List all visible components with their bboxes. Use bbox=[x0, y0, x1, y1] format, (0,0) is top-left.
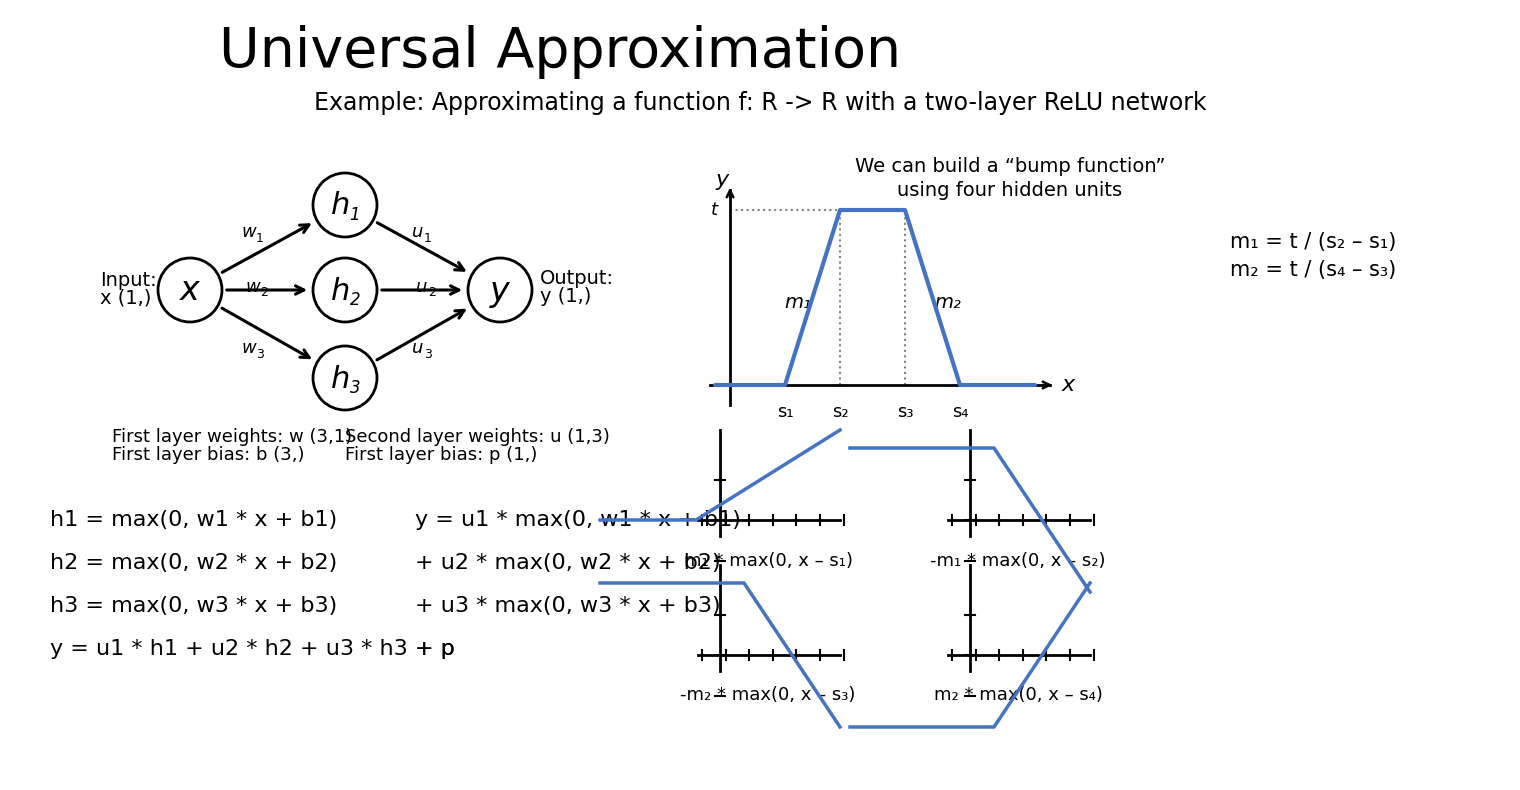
Text: m₁ * max(0, x – s₁): m₁ * max(0, x – s₁) bbox=[684, 551, 853, 570]
Text: h1 = max(0, w1 * x + b1): h1 = max(0, w1 * x + b1) bbox=[50, 510, 337, 530]
Text: x: x bbox=[181, 274, 199, 307]
Text: 2: 2 bbox=[350, 291, 360, 309]
Text: s₃: s₃ bbox=[897, 403, 914, 421]
Text: 2: 2 bbox=[260, 287, 268, 299]
Text: h: h bbox=[331, 364, 351, 393]
Text: m₂: m₂ bbox=[935, 293, 961, 312]
Text: s₁: s₁ bbox=[777, 403, 793, 421]
Text: y: y bbox=[716, 170, 728, 190]
Text: s₄: s₄ bbox=[952, 403, 968, 421]
Text: m₂ = t / (s₄ – s₃): m₂ = t / (s₄ – s₃) bbox=[1230, 260, 1397, 280]
Text: + u2 * max(0, w2 * x + b2): + u2 * max(0, w2 * x + b2) bbox=[415, 553, 720, 573]
Text: h: h bbox=[331, 276, 351, 306]
Text: s₂: s₂ bbox=[831, 403, 848, 421]
Text: First layer bias: b (3,): First layer bias: b (3,) bbox=[112, 446, 304, 464]
Circle shape bbox=[158, 258, 222, 322]
Text: Output:: Output: bbox=[540, 269, 614, 288]
Text: h: h bbox=[331, 191, 351, 220]
Text: Second layer weights: u (1,3): Second layer weights: u (1,3) bbox=[345, 428, 610, 446]
Text: x: x bbox=[1062, 375, 1075, 395]
Text: u: u bbox=[416, 278, 427, 296]
Circle shape bbox=[468, 258, 532, 322]
Text: x (1,): x (1,) bbox=[100, 288, 152, 307]
Text: y: y bbox=[489, 274, 509, 307]
Text: 3: 3 bbox=[424, 348, 432, 360]
Text: 1: 1 bbox=[255, 231, 264, 244]
Text: 3: 3 bbox=[350, 379, 360, 397]
Text: Example: Approximating a function f: R -> R with a two-layer ReLU network: Example: Approximating a function f: R -… bbox=[313, 91, 1207, 115]
Text: 1: 1 bbox=[424, 231, 432, 244]
Text: u: u bbox=[412, 339, 424, 357]
Circle shape bbox=[313, 346, 377, 410]
Text: using four hidden units: using four hidden units bbox=[897, 180, 1123, 200]
Text: m₁ = t / (s₂ – s₁): m₁ = t / (s₂ – s₁) bbox=[1230, 232, 1397, 252]
Text: u: u bbox=[412, 223, 424, 241]
Text: y = u1 * max(0, w1 * x + b1): y = u1 * max(0, w1 * x + b1) bbox=[415, 510, 740, 530]
Text: y = u1 * h1 + u2 * h2 + u3 * h3 + p: y = u1 * h1 + u2 * h2 + u3 * h3 + p bbox=[50, 639, 454, 659]
Text: First layer bias: p (1,): First layer bias: p (1,) bbox=[345, 446, 538, 464]
Circle shape bbox=[313, 258, 377, 322]
Text: First layer weights: w (3,1): First layer weights: w (3,1) bbox=[112, 428, 353, 446]
Text: 2: 2 bbox=[429, 287, 436, 299]
Text: We can build a “bump function”: We can build a “bump function” bbox=[854, 157, 1166, 176]
Text: h2 = max(0, w2 * x + b2): h2 = max(0, w2 * x + b2) bbox=[50, 553, 337, 573]
Text: Universal Approximation: Universal Approximation bbox=[219, 25, 901, 79]
Text: m₁: m₁ bbox=[784, 293, 812, 312]
Text: w: w bbox=[242, 339, 257, 357]
Circle shape bbox=[313, 173, 377, 237]
Text: 1: 1 bbox=[350, 206, 360, 224]
Text: m₂ * max(0, x – s₄): m₂ * max(0, x – s₄) bbox=[933, 687, 1102, 705]
Text: Input:: Input: bbox=[100, 270, 157, 289]
Text: w: w bbox=[242, 223, 257, 241]
Text: h3 = max(0, w3 * x + b3): h3 = max(0, w3 * x + b3) bbox=[50, 596, 337, 616]
Text: 3: 3 bbox=[255, 348, 264, 360]
Text: w: w bbox=[246, 278, 260, 296]
Text: -m₁ * max(0, x – s₂): -m₁ * max(0, x – s₂) bbox=[930, 551, 1105, 570]
Text: t: t bbox=[711, 201, 717, 219]
Text: y (1,): y (1,) bbox=[540, 287, 591, 306]
Text: -m₂ * max(0, x – s₃): -m₂ * max(0, x – s₃) bbox=[681, 687, 856, 705]
Text: + u3 * max(0, w3 * x + b3): + u3 * max(0, w3 * x + b3) bbox=[415, 596, 720, 616]
Text: + p: + p bbox=[415, 639, 454, 659]
